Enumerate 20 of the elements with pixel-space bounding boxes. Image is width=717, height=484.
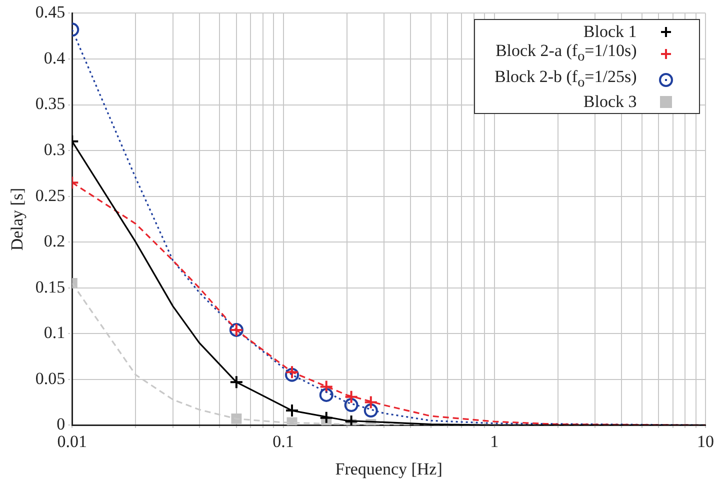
x-tick-label: 0.1 xyxy=(272,432,294,451)
legend-label: Block 3 xyxy=(583,92,637,111)
y-tick-label: 0.2 xyxy=(44,232,66,251)
y-tick-label: 0.1 xyxy=(44,323,66,342)
x-tick-label: 1 xyxy=(490,432,499,451)
y-tick-label: 0.3 xyxy=(44,140,66,159)
y-tick-label: 0.25 xyxy=(35,186,66,205)
y-tick-label: 0.05 xyxy=(35,368,66,388)
y-tick-label: 0 xyxy=(56,414,66,434)
x-tick-label: 0.01 xyxy=(57,432,88,451)
y-tick-label: 0.35 xyxy=(35,94,66,114)
y-tick-label: 0.15 xyxy=(35,277,66,296)
legend-label: Block 2-b (f$_{o}$=1/25s) xyxy=(494,66,637,92)
y-tick-label: 0.45 xyxy=(35,2,66,22)
legend-label: Block 2-a (f$_{o}$=1/10s) xyxy=(495,41,637,67)
legend-label: Block 1 xyxy=(583,22,637,42)
x-axis-title: Frequency [Hz] xyxy=(335,459,442,478)
y-tick-label: 0.4 xyxy=(44,48,66,68)
x-tick-label: 10 xyxy=(697,432,714,451)
y-axis-title: Delay [s] xyxy=(8,188,27,251)
